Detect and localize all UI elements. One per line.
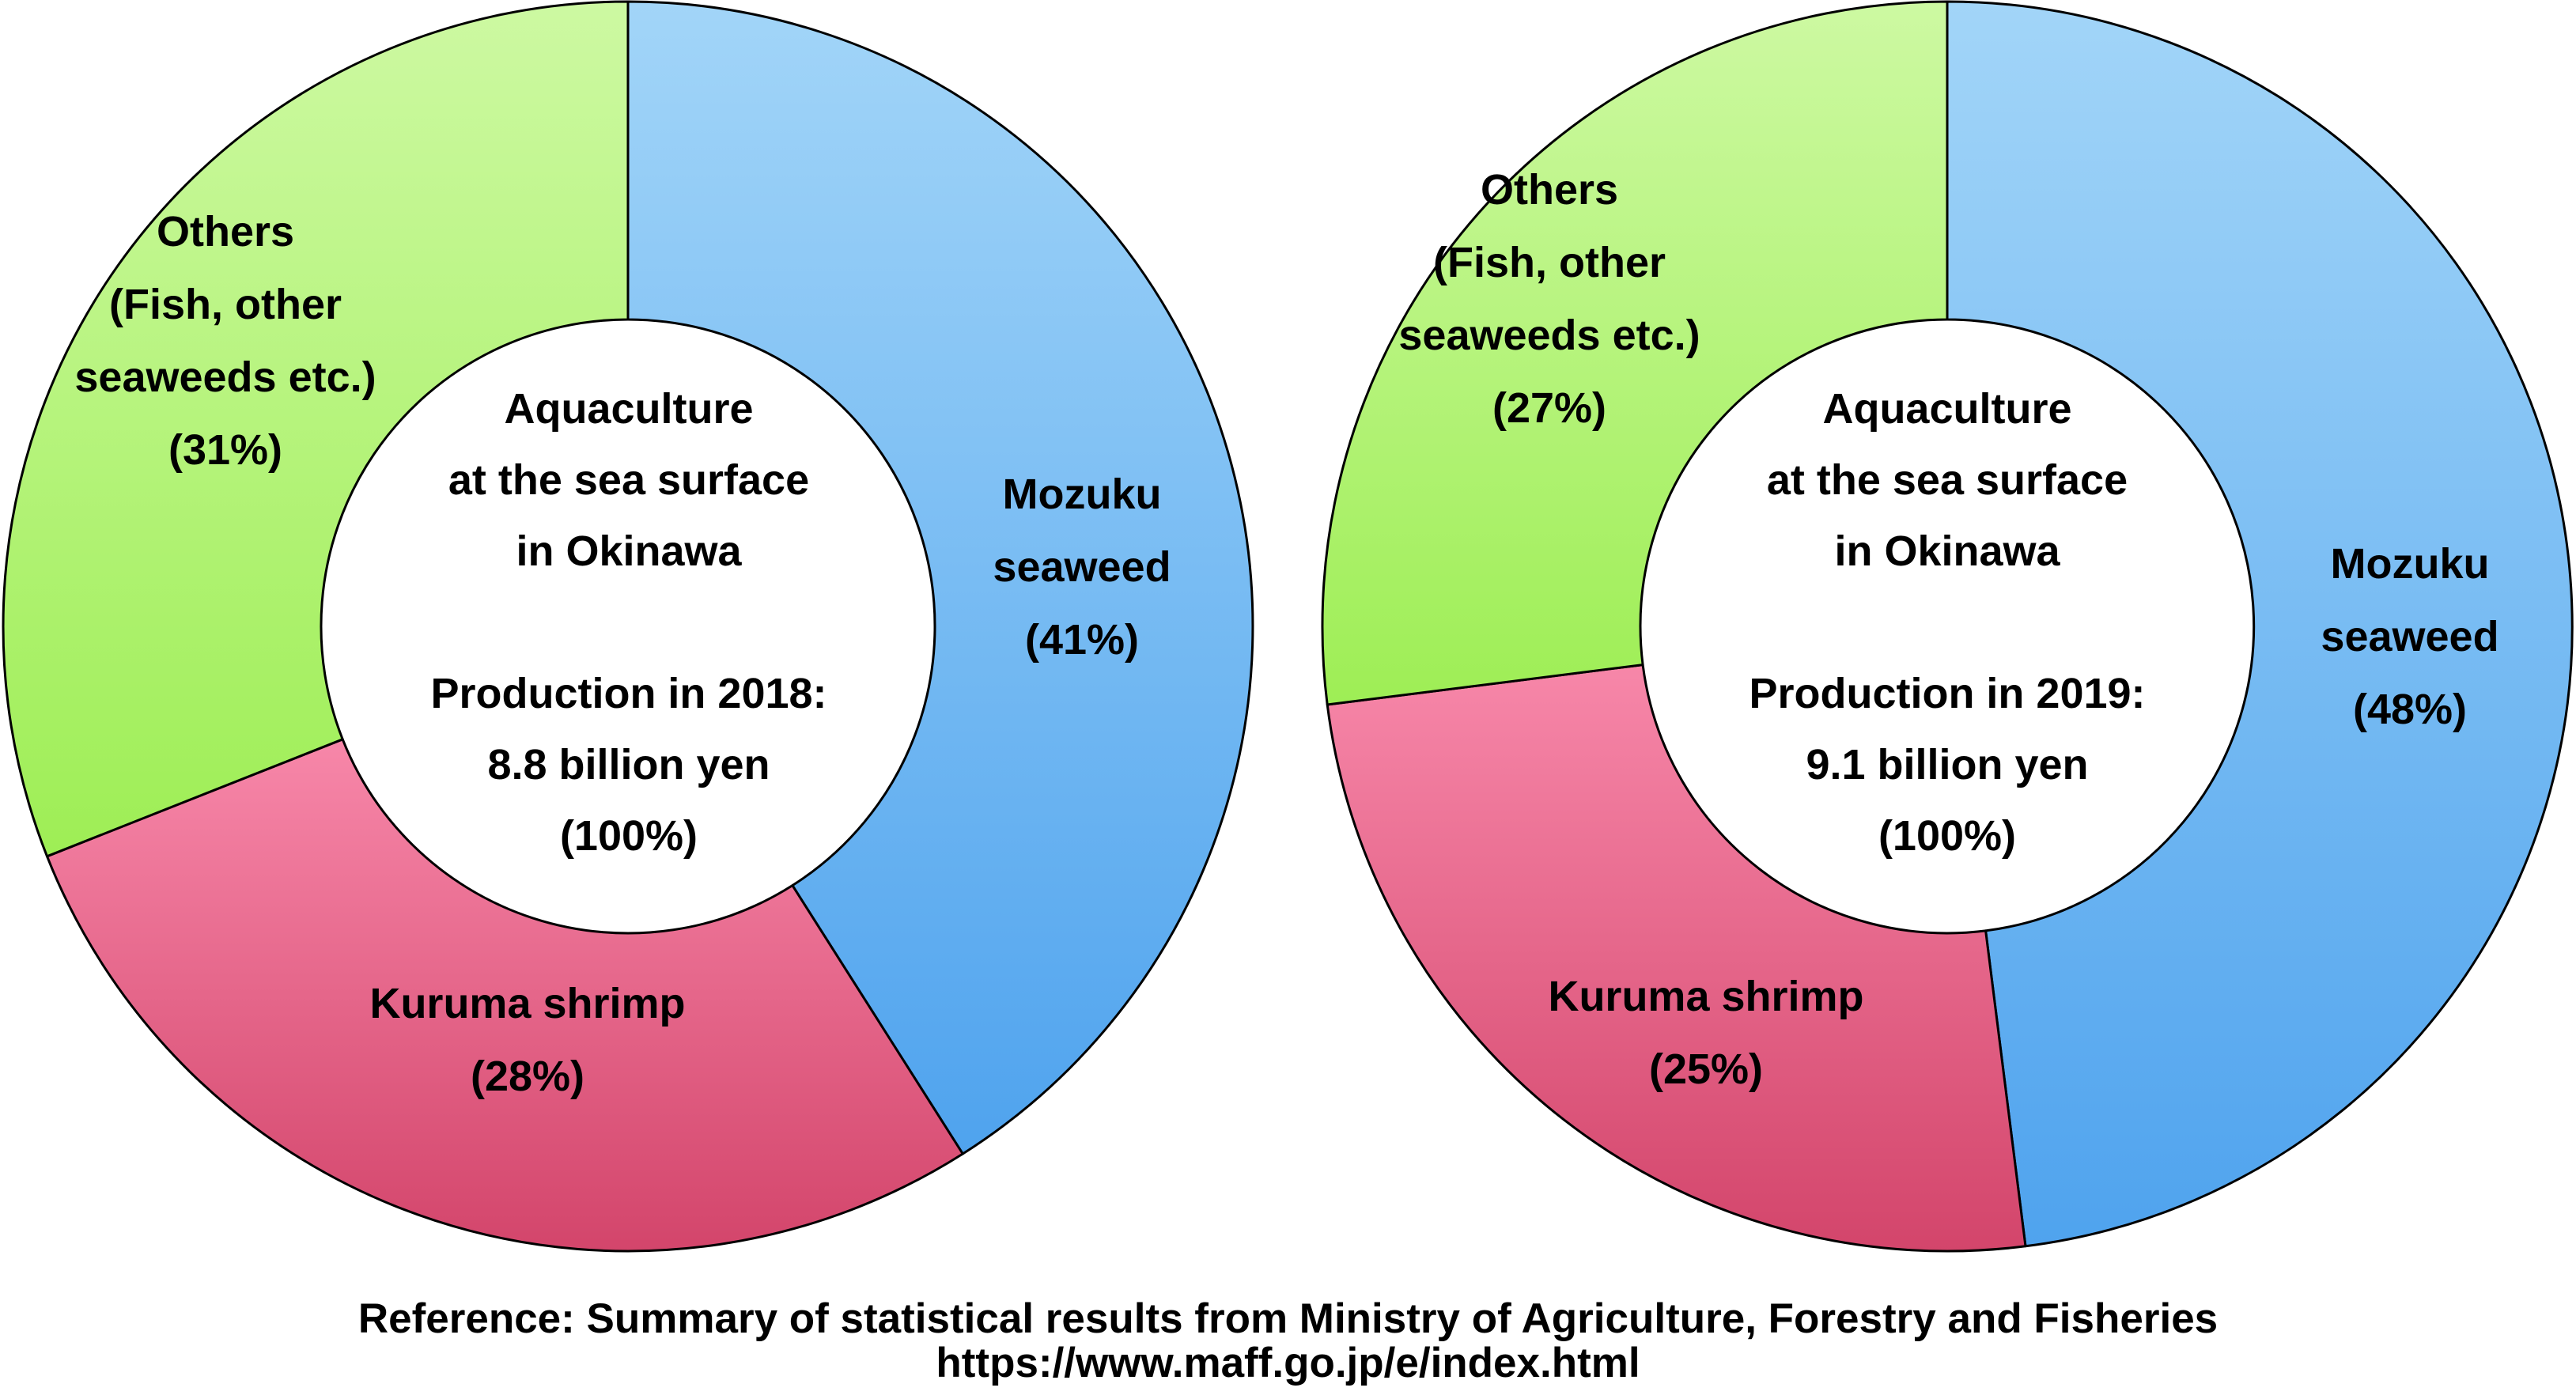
slice-2018-mozuku-seaweed [626, 0, 1254, 1155]
reference-note: Reference: Summary of statistical result… [0, 1297, 2576, 1386]
slice-2019-others [1321, 0, 1949, 706]
slice-2018-others [2, 0, 630, 858]
slice-2019-kuruma-shrimp [1326, 664, 2027, 1253]
slice-2018-kuruma-shrimp [46, 738, 964, 1253]
reference-url: https://www.maff.go.jp/e/index.html [936, 1340, 1640, 1386]
reference-text: Reference: Summary of statistical result… [357, 1295, 2219, 1342]
slice-2019-mozuku-seaweed [1946, 0, 2574, 1248]
